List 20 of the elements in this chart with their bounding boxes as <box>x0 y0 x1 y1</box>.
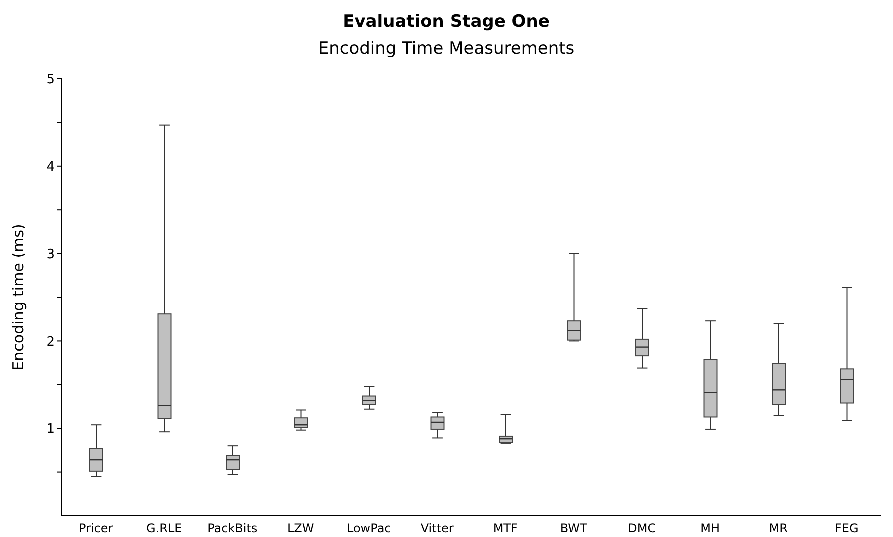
x-tick-label: G.RLE <box>146 522 182 536</box>
x-tick-label: BWT <box>560 522 588 536</box>
x-tick-label: FEG <box>834 522 859 536</box>
x-tick-label: DMC <box>628 522 656 536</box>
x-tick-label: MH <box>700 522 720 536</box>
y-tick-label: 4 <box>46 160 55 176</box>
x-tick-label: LowPac <box>346 522 392 536</box>
y-tick-label: 3 <box>46 247 55 262</box>
y-tick-label: 5 <box>46 72 55 88</box>
x-tick-label: MTF <box>493 522 518 536</box>
chart-subtitle: Encoding Time Measurements <box>317 39 576 59</box>
y-tick-label: 1 <box>46 422 55 438</box>
x-tick-label: Pricer <box>79 522 114 536</box>
y-axis-title: Encoding time (ms) <box>9 224 28 371</box>
x-tick-label: LZW <box>287 522 314 536</box>
x-tick-label: Vitter <box>420 522 454 536</box>
x-tick-label: MR <box>769 522 788 536</box>
y-tick-label: 2 <box>46 334 55 350</box>
chart-title: Evaluation Stage One <box>342 12 551 32</box>
x-tick-label: PackBits <box>208 522 258 536</box>
